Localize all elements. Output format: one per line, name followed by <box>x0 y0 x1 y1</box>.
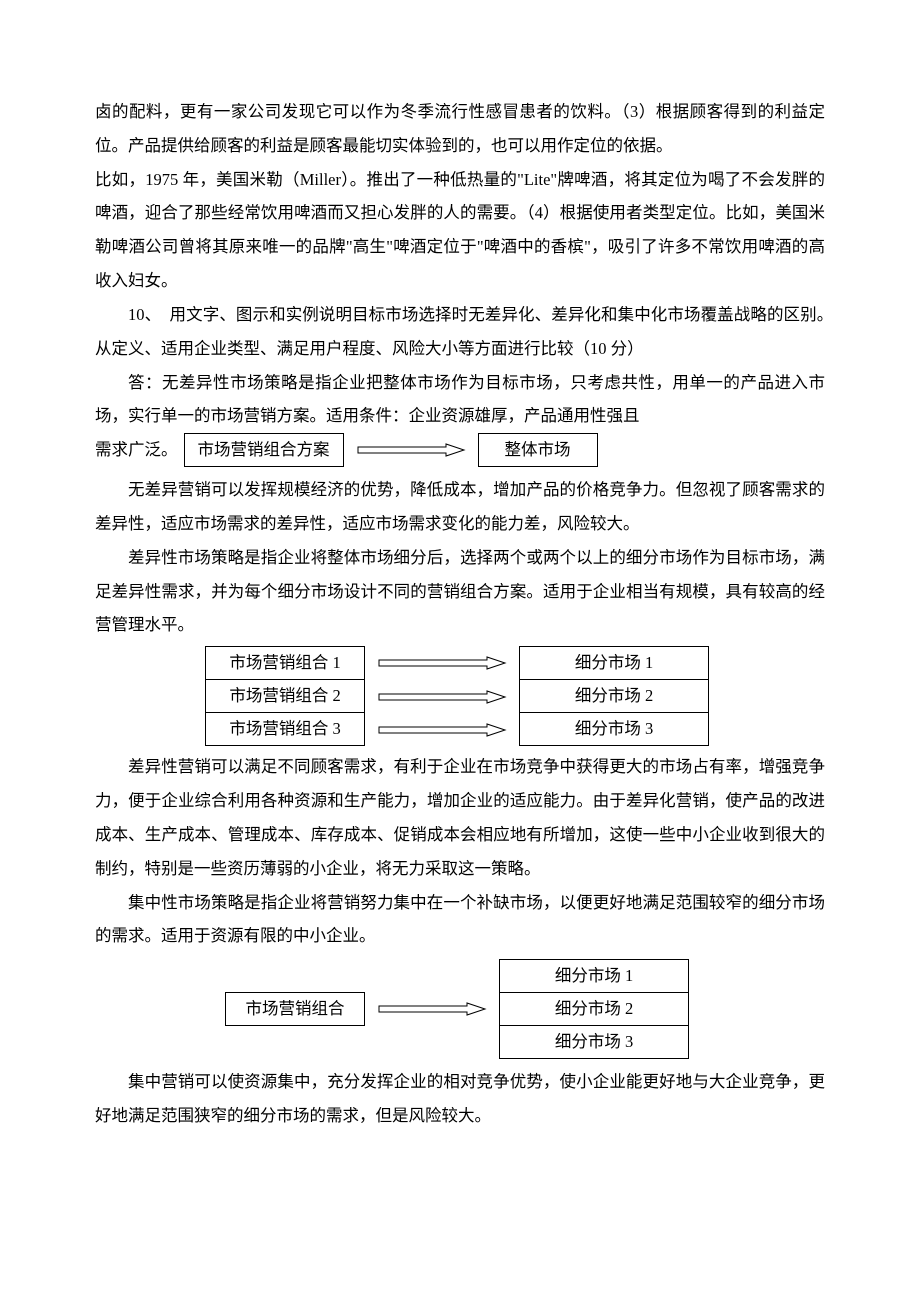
diff-diagram: 市场营销组合 1 细分市场 1 市场营销组合 2 细分市场 2 市场营销组合 3 <box>205 646 825 746</box>
arrow-icon <box>365 1002 499 1016</box>
box-segment-1: 细分市场 1 <box>519 646 709 680</box>
undiff-diagram-row: 需求广泛。 市场营销组合方案 整体市场 <box>95 433 825 467</box>
arrow-icon <box>365 646 519 680</box>
paragraph: 比如，1975 年，美国米勒（Miller）。推出了一种低热量的"Lite"牌啤… <box>95 163 825 298</box>
box-mix-2: 市场营销组合 2 <box>205 680 365 713</box>
question-10: 10、 用文字、图示和实例说明目标市场选择时无差异化、差异化和集中化市场覆盖战略… <box>95 298 825 366</box>
box-segment-1: 细分市场 1 <box>499 959 689 993</box>
box-segment-2: 细分市场 2 <box>519 680 709 713</box>
box-mix-3: 市场营销组合 3 <box>205 713 365 746</box>
document-page: 卤的配料，更有一家公司发现它可以作为冬季流行性感冒患者的饮料。（3）根据顾客得到… <box>0 0 920 1193</box>
box-segment-3: 细分市场 3 <box>499 1026 689 1059</box>
answer-undiff-analysis: 无差异营销可以发挥规模经济的优势，降低成本，增加产品的价格竞争力。但忽视了顾客需… <box>95 473 825 541</box>
answer-diff-analysis: 差异性营销可以满足不同顾客需求，有利于企业在市场竞争中获得更大的市场占有率，增强… <box>95 750 825 885</box>
arrow-icon <box>365 680 519 713</box>
box-segment-2: 细分市场 2 <box>499 993 689 1026</box>
segment-stack: 细分市场 1 细分市场 2 细分市场 3 <box>499 959 689 1059</box>
answer-conc-analysis: 集中营销可以使资源集中，充分发挥企业的相对竞争优势，使小企业能更好地与大企业竞争… <box>95 1065 825 1133</box>
answer-undiff-def: 答：无差异性市场策略是指企业把整体市场作为目标市场，只考虑共性，用单一的产品进入… <box>95 366 825 434</box>
conc-diagram: 市场营销组合 细分市场 1 细分市场 2 细分市场 3 <box>225 959 825 1059</box>
box-marketing-mix: 市场营销组合 <box>225 992 365 1026</box>
box-marketing-mix-plan: 市场营销组合方案 <box>184 433 344 467</box>
answer-conc-def: 集中性市场策略是指企业将营销努力集中在一个补缺市场，以便更好地满足范围较窄的细分… <box>95 886 825 954</box>
arrow-icon <box>344 443 478 457</box>
box-mix-1: 市场营销组合 1 <box>205 646 365 680</box>
answer-undiff-tail: 需求广泛。 <box>95 433 178 467</box>
paragraph: 卤的配料，更有一家公司发现它可以作为冬季流行性感冒患者的饮料。（3）根据顾客得到… <box>95 95 825 163</box>
answer-diff-def: 差异性市场策略是指企业将整体市场细分后，选择两个或两个以上的细分市场作为目标市场… <box>95 541 825 642</box>
box-segment-3: 细分市场 3 <box>519 713 709 746</box>
box-whole-market: 整体市场 <box>478 433 598 467</box>
arrow-icon <box>365 713 519 746</box>
